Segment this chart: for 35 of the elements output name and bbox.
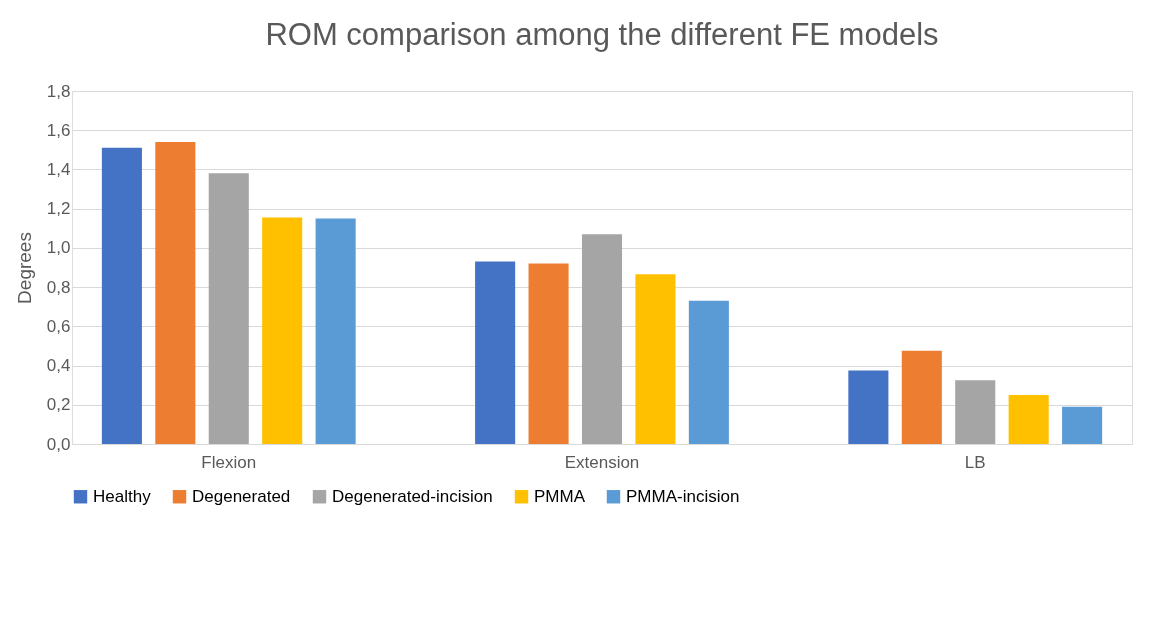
y-tick-label: 1,4	[46, 159, 71, 179]
bar	[581, 234, 623, 444]
x-tick-label: Flexion	[201, 452, 257, 472]
y-tick-label: 1,0	[46, 238, 71, 258]
y-tick-label: 1,6	[46, 120, 71, 140]
legend-label: Degenerated-incision	[332, 486, 493, 506]
y-tick-label: 0,0	[46, 434, 71, 454]
bar	[155, 141, 196, 444]
chart-title: ROM comparison among the different FE models	[265, 17, 939, 52]
legend-label: PMMA	[534, 486, 586, 506]
x-tick-label: Extension	[564, 452, 640, 472]
bar	[475, 261, 516, 444]
bar	[635, 274, 676, 444]
bar	[101, 147, 142, 444]
bar	[315, 218, 356, 444]
y-tick-label: 0,8	[46, 277, 71, 297]
legend-label: PMMA-incision	[626, 486, 740, 506]
x-tick-label: LB	[964, 452, 986, 472]
bar	[1008, 394, 1049, 444]
y-tick-label: 1,2	[46, 199, 71, 219]
bar	[208, 173, 249, 444]
bar	[901, 350, 942, 444]
y-axis-title: Degrees	[13, 232, 35, 304]
bar	[955, 380, 996, 444]
legend-label: Healthy	[93, 486, 152, 506]
legend-label: Degenerated	[192, 486, 291, 506]
bar	[1062, 406, 1103, 444]
y-tick-label: 0,2	[46, 395, 71, 415]
y-tick-label: 0,6	[46, 316, 71, 336]
y-tick-label: 0,4	[46, 356, 71, 376]
bar	[688, 300, 729, 444]
bar	[528, 263, 569, 444]
bar	[848, 370, 889, 444]
y-tick-label: 1,8	[46, 81, 71, 101]
bar	[262, 217, 303, 444]
